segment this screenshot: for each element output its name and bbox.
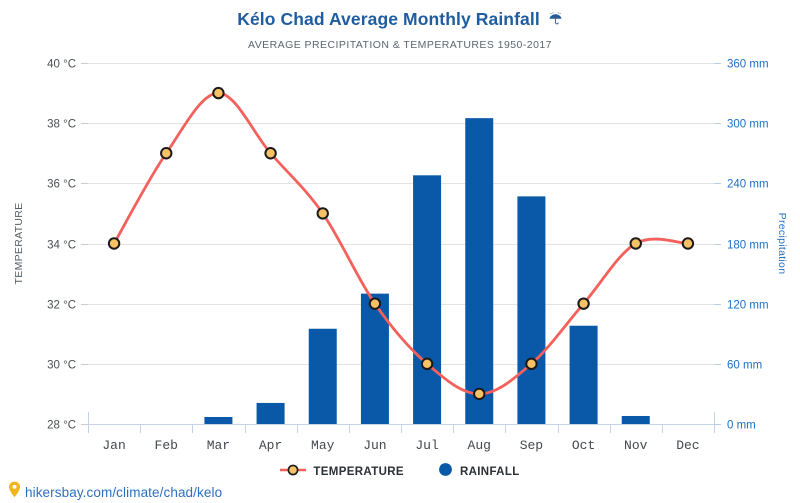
y-axis-tick-label-right: 60 mm [727, 360, 762, 372]
temperature-point-jun[interactable] [368, 297, 382, 310]
bar-sep[interactable] [517, 196, 546, 424]
page-title: Kélo Chad Average Monthly Rainfall [0, 9, 800, 33]
y-axis-tick-label-left: 40 °C [47, 59, 76, 71]
x-axis-tick-label-sep: Sep [520, 438, 543, 453]
bar-nov[interactable] [621, 415, 650, 424]
temperature-point-jan[interactable] [107, 237, 121, 250]
y-axis-title-precipitation: Precipitation [776, 213, 788, 275]
temperature-point-may[interactable] [316, 207, 329, 220]
x-axis-tick-label-jul: Jul [415, 438, 439, 453]
y-axis-tick-label-left: 30 °C [47, 360, 76, 372]
source-url[interactable]: hikersbay.com/climate/chad/kelo [25, 484, 223, 500]
chart-subtitle: AVERAGE PRECIPITATION & TEMPERATURES 195… [248, 38, 552, 51]
y-axis-tick-label-left: 36 °C [47, 179, 76, 191]
chart-legend: TEMPERATURE RAINFALL [0, 462, 800, 482]
x-axis-tick-label-dec: Dec [676, 438, 699, 453]
bar-mar[interactable] [204, 416, 233, 424]
legend-label-rainfall: RAINFALL [459, 466, 520, 478]
line-marker-icon [280, 463, 307, 481]
temperature-point-apr[interactable] [264, 147, 277, 160]
x-axis-tick-label-jan: Jan [102, 438, 125, 453]
legend-item-temperature[interactable]: TEMPERATURE [280, 463, 404, 481]
y-axis-tick-label-right: 360 mm [727, 59, 769, 71]
y-axis-title-temperature: TEMPERATURE [13, 203, 25, 285]
x-axis-tick-label-aug: Aug [468, 438, 491, 453]
x-axis-tick-label-mar: Mar [207, 438, 230, 453]
umbrella-rain-icon [548, 11, 563, 33]
x-axis-tick-label-may: May [311, 438, 335, 453]
temperature-line [112, 91, 690, 396]
bar-aug[interactable] [465, 118, 494, 425]
y-axis-tick-label-right: 300 mm [727, 119, 769, 131]
x-axis-tick-label-feb: Feb [155, 438, 178, 453]
x-axis-tick-label-oct: Oct [572, 438, 595, 453]
temperature-point-dec[interactable] [681, 237, 695, 250]
x-axis-tick-label-jun: Jun [363, 438, 386, 453]
y-axis-tick-label-right: 120 mm [727, 300, 769, 312]
y-axis-tick-label-left: 34 °C [47, 240, 76, 252]
chart-title-text: Kélo Chad Average Monthly Rainfall [237, 9, 540, 29]
bar-jul[interactable] [413, 175, 442, 424]
temperature-point-sep[interactable] [525, 357, 538, 371]
temperature-point-feb[interactable] [160, 147, 173, 160]
legend-label-temperature: TEMPERATURE [313, 466, 404, 478]
temperature-point-aug[interactable] [473, 387, 486, 401]
bar-may[interactable] [308, 328, 337, 424]
map-pin-icon [8, 481, 21, 503]
temperature-point-nov[interactable] [629, 237, 642, 250]
temperature-point-oct[interactable] [577, 297, 590, 310]
y-axis-tick-label-left: 38 °C [47, 119, 76, 131]
circle-marker-icon [438, 462, 453, 482]
y-axis-tick-label-right: 0 mm [727, 420, 756, 432]
bar-jun[interactable] [360, 293, 389, 424]
y-axis-tick-label-right: 180 mm [727, 240, 769, 252]
x-axis-tick-label-apr: Apr [259, 438, 282, 453]
bar-oct[interactable] [569, 325, 598, 424]
x-axis-tick-label-nov: Nov [624, 438, 648, 453]
y-axis-tick-label-right: 240 mm [727, 179, 769, 191]
temperature-point-jul[interactable] [420, 357, 434, 371]
chart-header: Kélo Chad Average Monthly Rainfall AVERA… [0, 0, 800, 51]
temperature-point-mar[interactable] [212, 86, 225, 100]
y-axis-tick-label-left: 28 °C [47, 420, 76, 432]
legend-item-rainfall[interactable]: RAINFALL [438, 462, 520, 482]
source-footer[interactable]: hikersbay.com/climate/chad/kelo [8, 481, 222, 503]
y-axis-tick-label-left: 32 °C [47, 300, 76, 312]
bar-apr[interactable] [256, 402, 285, 424]
